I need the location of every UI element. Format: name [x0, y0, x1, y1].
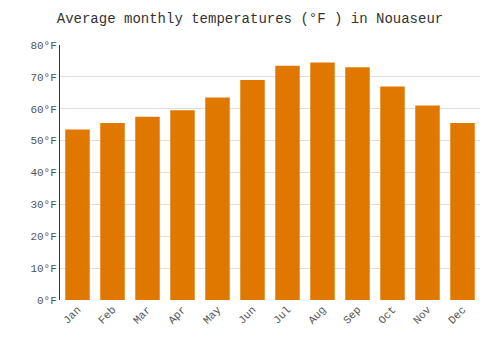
- svg-text:Mar: Mar: [131, 304, 153, 326]
- svg-text:Sep: Sep: [341, 304, 363, 326]
- svg-text:Jun: Jun: [236, 304, 258, 326]
- svg-text:Nov: Nov: [411, 304, 434, 327]
- svg-text:Average monthly temperatures (: Average monthly temperatures (°F ) in No…: [57, 11, 443, 27]
- svg-text:30°F: 30°F: [30, 199, 56, 211]
- svg-text:Apr: Apr: [166, 304, 188, 326]
- svg-text:Oct: Oct: [376, 304, 398, 326]
- svg-text:80°F: 80°F: [30, 40, 56, 52]
- svg-text:Aug: Aug: [306, 304, 328, 326]
- svg-text:Jul: Jul: [271, 304, 293, 326]
- svg-text:70°F: 70°F: [30, 72, 56, 84]
- svg-text:May: May: [201, 304, 224, 327]
- svg-text:0°F: 0°F: [37, 295, 57, 307]
- svg-text:Feb: Feb: [96, 304, 118, 326]
- svg-text:10°F: 10°F: [30, 263, 56, 275]
- svg-text:Dec: Dec: [446, 304, 468, 326]
- svg-text:50°F: 50°F: [30, 135, 56, 147]
- svg-text:60°F: 60°F: [30, 104, 56, 116]
- svg-text:Jan: Jan: [61, 304, 83, 326]
- svg-text:20°F: 20°F: [30, 231, 56, 243]
- svg-text:40°F: 40°F: [30, 167, 56, 179]
